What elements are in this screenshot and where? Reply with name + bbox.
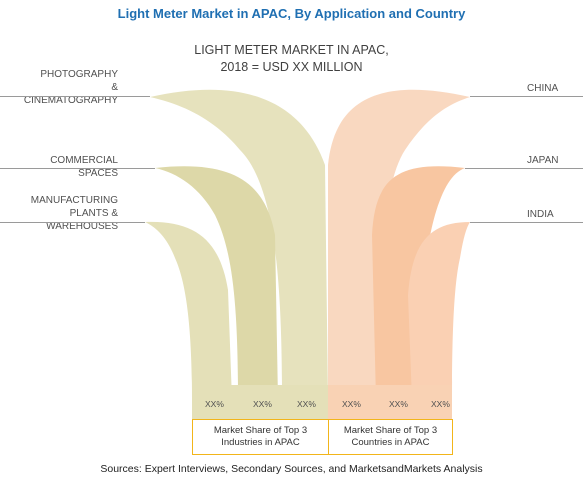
rule-photography	[0, 96, 150, 97]
value-commercial: XX%	[253, 399, 272, 409]
rule-japan	[465, 168, 583, 169]
box-industries-line1: Market Share of Top 3	[213, 425, 308, 436]
label-photography-line1: PHOTOGRAPHY	[40, 69, 118, 80]
box-countries-line2: Countries in APAC	[351, 437, 430, 448]
center-title-line1: LIGHT METER MARKET IN APAC,	[194, 43, 389, 57]
rule-india	[470, 222, 583, 223]
center-title-line2: 2018 = USD XX MILLION	[220, 60, 363, 74]
page-title: Light Meter Market in APAC, By Applicati…	[117, 6, 466, 21]
value-photography: XX%	[205, 399, 224, 409]
sources-note: Sources: Expert Interviews, Secondary So…	[100, 463, 483, 475]
label-india: INDIA	[527, 209, 554, 220]
label-commercial: COMMERCIAL SPACES	[50, 155, 118, 179]
label-manufacturing-line1: MANUFACTURING	[30, 195, 118, 206]
rule-china	[470, 96, 583, 97]
value-japan: XX%	[389, 399, 408, 409]
base-left	[192, 385, 328, 419]
box-industries-line2: Industries in APAC	[221, 437, 300, 448]
leaf-manufacturing	[145, 221, 232, 400]
rule-commercial	[0, 168, 155, 169]
box-countries: Market Share of Top 3 Countries in APAC	[328, 419, 453, 455]
rule-manufacturing	[0, 222, 145, 223]
label-china: CHINA	[527, 83, 559, 94]
value-china: XX%	[342, 399, 361, 409]
center-title: LIGHT METER MARKET IN APAC, 2018 = USD X…	[0, 42, 583, 76]
base-right	[328, 385, 452, 419]
leaf-india	[408, 222, 470, 400]
box-countries-line1: Market Share of Top 3	[343, 425, 438, 436]
label-manufacturing: MANUFACTURING PLANTS & WAREHOUSES	[0, 194, 118, 233]
leaf-commercial-spaces	[155, 166, 278, 400]
leaf-photography	[150, 89, 328, 400]
label-manufacturing-line2: PLANTS & WAREHOUSES	[46, 208, 118, 232]
box-industries: Market Share of Top 3 Industries in APAC	[192, 419, 329, 455]
leaf-china	[328, 89, 470, 400]
value-manufacturing: XX%	[297, 399, 316, 409]
value-india: XX%	[431, 399, 450, 409]
label-photography-line2: & CINEMATOGRAPHY	[23, 82, 118, 106]
label-japan: JAPAN	[527, 155, 559, 166]
label-photography: PHOTOGRAPHY & CINEMATOGRAPHY	[20, 68, 118, 107]
